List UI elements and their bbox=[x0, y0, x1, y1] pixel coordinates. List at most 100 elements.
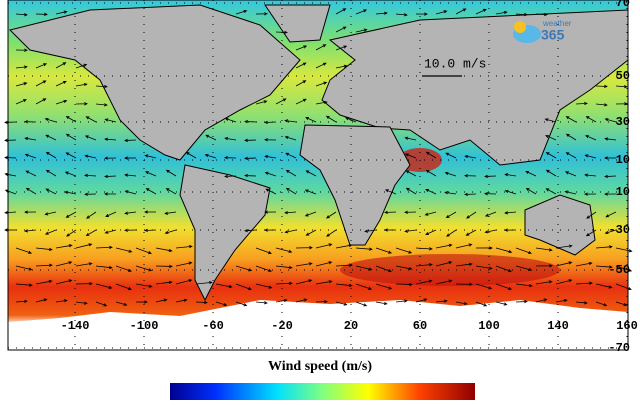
lat-label: -50 bbox=[608, 263, 630, 277]
wind-arrow bbox=[164, 211, 177, 215]
wind-arrow bbox=[35, 279, 53, 285]
wind-arrow bbox=[264, 138, 277, 142]
wind-arrow bbox=[515, 300, 528, 304]
wind-arrow bbox=[135, 265, 153, 272]
wind-arrow bbox=[224, 174, 237, 179]
wind-arrow bbox=[124, 190, 137, 195]
wind-arrow bbox=[335, 301, 348, 306]
wind-arrow bbox=[175, 244, 193, 249]
wind-arrow bbox=[4, 120, 17, 124]
wind-arrow bbox=[144, 171, 157, 177]
wind-arrow bbox=[15, 82, 28, 87]
lon-label: 140 bbox=[547, 319, 569, 333]
wind-arrow bbox=[95, 265, 113, 270]
wind-arrow bbox=[405, 187, 417, 195]
wind-arrow bbox=[124, 173, 137, 177]
wind-arrow bbox=[44, 117, 57, 123]
wind-arrow bbox=[565, 152, 577, 159]
wind-arrow bbox=[155, 298, 168, 303]
wind-arrow bbox=[15, 299, 28, 303]
wind-arrow bbox=[355, 9, 368, 15]
wind-arrow bbox=[435, 279, 453, 285]
wind-arrow bbox=[95, 245, 113, 250]
wind-arrow bbox=[495, 247, 513, 254]
wind-arrow bbox=[355, 283, 373, 290]
wind-arrow bbox=[84, 173, 97, 178]
wind-arrow bbox=[455, 8, 467, 15]
wind-arrow bbox=[464, 192, 477, 197]
wind-arrow bbox=[255, 283, 273, 289]
wind-arrow bbox=[255, 265, 273, 272]
wind-arrow bbox=[224, 137, 237, 141]
wind-arrow bbox=[315, 62, 327, 69]
wind-arrow bbox=[85, 229, 97, 237]
wind-arrow bbox=[555, 244, 573, 249]
wind-arrow bbox=[325, 211, 337, 219]
wind-arrow bbox=[15, 283, 33, 287]
wind-arrow bbox=[215, 301, 228, 307]
wind-arrow bbox=[315, 44, 327, 51]
wind-arrow bbox=[84, 192, 97, 196]
wind-arrow bbox=[364, 229, 377, 233]
wind-arrow bbox=[455, 282, 473, 286]
wind-arrow bbox=[4, 155, 17, 160]
wind-arrow bbox=[95, 301, 108, 307]
wind-arrow bbox=[65, 152, 77, 159]
wind-arrow bbox=[545, 188, 557, 195]
wind-arrow bbox=[335, 8, 347, 15]
wind-arrow bbox=[415, 247, 433, 251]
wind-arrow bbox=[305, 229, 317, 236]
wind-arrow bbox=[395, 247, 413, 254]
wind-arrow bbox=[35, 263, 53, 267]
wind-arrow bbox=[45, 169, 57, 177]
wind-arrow bbox=[555, 298, 568, 303]
wind-arrow bbox=[535, 12, 548, 17]
wind-arrow bbox=[104, 118, 117, 123]
logo-text: weather bbox=[542, 19, 572, 28]
wind-arrow bbox=[15, 13, 28, 17]
wind-arrow bbox=[404, 229, 417, 233]
wind-arrow bbox=[215, 283, 233, 289]
wind-arrow bbox=[535, 280, 553, 285]
wind-arrow bbox=[305, 170, 317, 177]
logo-number: 365 bbox=[541, 27, 565, 43]
wind-arrow bbox=[124, 138, 137, 143]
wind-arrow bbox=[65, 211, 77, 218]
wind-arrow bbox=[465, 229, 477, 236]
lon-label: 160 bbox=[616, 319, 638, 333]
wind-arrow bbox=[115, 247, 133, 253]
wind-arrow bbox=[395, 282, 413, 287]
wind-arrow bbox=[124, 156, 137, 160]
wind-arrow bbox=[425, 229, 437, 235]
wind-arrow bbox=[84, 154, 97, 159]
africa bbox=[299, 124, 411, 246]
greenland bbox=[264, 4, 331, 43]
wind-arrow bbox=[55, 299, 68, 303]
wind-arrow bbox=[455, 262, 473, 267]
north-america bbox=[9, 4, 301, 161]
wind-arrow bbox=[384, 228, 396, 232]
wind-arrow bbox=[244, 174, 257, 178]
wind-arrow bbox=[355, 28, 368, 33]
wind-arrow bbox=[395, 299, 408, 303]
wind-arrow bbox=[95, 84, 108, 89]
wind-arrow bbox=[415, 12, 428, 16]
wind-arrow bbox=[615, 85, 628, 89]
wind-arrow bbox=[24, 210, 37, 214]
wind-arrow bbox=[24, 153, 37, 159]
lat-label: 10 bbox=[616, 153, 630, 167]
wind-arrow bbox=[104, 229, 117, 234]
wind-arrow bbox=[424, 211, 437, 216]
wind-arrow bbox=[335, 263, 353, 267]
wind-arrow bbox=[384, 189, 397, 195]
wind-arrow bbox=[544, 118, 557, 123]
wind-arrow bbox=[335, 243, 353, 249]
wind-arrow bbox=[455, 301, 468, 306]
wind-arrow bbox=[175, 298, 188, 303]
wind-arrow bbox=[464, 174, 477, 178]
wind-arrow bbox=[335, 64, 348, 69]
wind-arrow bbox=[435, 243, 453, 249]
wind-arrow bbox=[495, 301, 508, 306]
wind-arrow bbox=[115, 301, 128, 306]
